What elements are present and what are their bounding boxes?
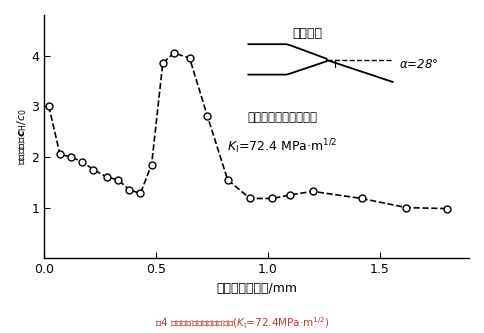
- Text: 缺口尖端: 缺口尖端: [293, 27, 323, 40]
- Text: $\alpha$=28°: $\alpha$=28°: [399, 58, 438, 71]
- Text: $K_{\mathrm{I}}$=72.4 MPa·m$^{1/2}$: $K_{\mathrm{I}}$=72.4 MPa·m$^{1/2}$: [227, 137, 337, 156]
- Text: 裂纹尖端应力强度因子: 裂纹尖端应力强度因子: [247, 111, 317, 124]
- X-axis label: 距缺口尖端距离/mm: 距缺口尖端距离/mm: [216, 282, 297, 295]
- Text: 图4 缺口延长线方向上的氢分布($K_{\mathrm{I}}$=72.4MPa·m$^{1/2}$): 图4 缺口延长线方向上的氢分布($K_{\mathrm{I}}$=72.4MPa…: [155, 316, 329, 331]
- Y-axis label: 氢相对含量$\boldsymbol{c}_{\mathrm{H}}$/$c_0$: 氢相对含量$\boldsymbol{c}_{\mathrm{H}}$/$c_0$: [15, 108, 29, 165]
